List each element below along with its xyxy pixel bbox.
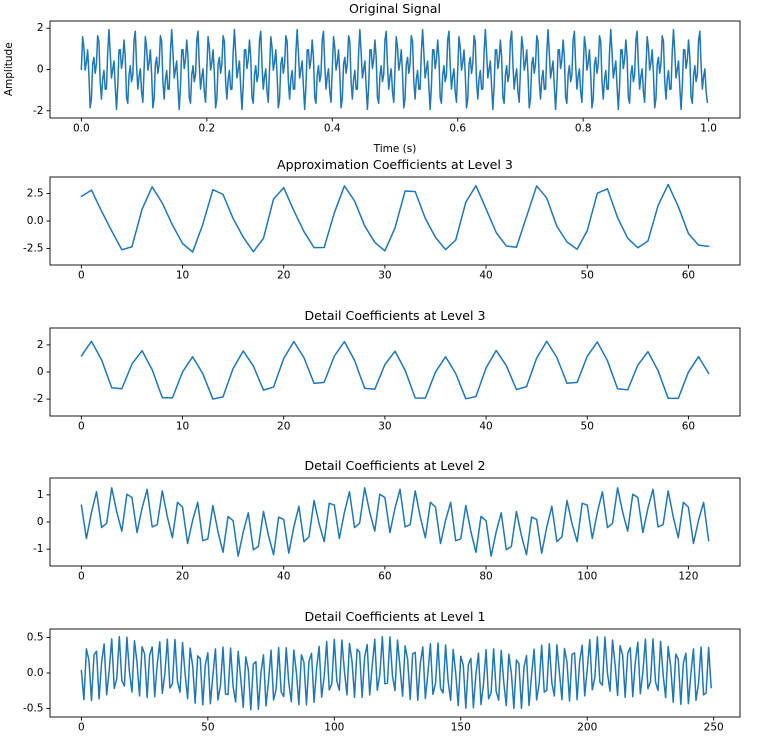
data-series-line <box>80 183 710 253</box>
data-series-line <box>80 28 709 111</box>
x-tick-label: 0 <box>78 571 85 583</box>
plot-area-detail-level-3: 0 10 20 30 40 50 60 -2 0 2 <box>33 327 741 433</box>
x-tick-label: 40 <box>277 571 290 583</box>
subplot-title: Detail Coefficients at Level 1 <box>304 609 486 624</box>
x-tick-label: 0 <box>78 722 85 734</box>
subplot-title: Detail Coefficients at Level 3 <box>304 308 486 323</box>
y-tick-label: 0.5 <box>27 632 44 644</box>
x-tick-label: 150 <box>451 722 471 734</box>
plot-area-detail-level-1: 0 50 100 150 200 250 -0.5 0.0 0.5 <box>23 628 741 734</box>
subplot-detail-level-2: Detail Coefficients at Level 2 0 20 40 60 80 1… <box>0 458 766 600</box>
axes-spines <box>49 477 741 567</box>
x-tick-label: 40 <box>479 421 492 433</box>
subplot-title: Detail Coefficients at Level 2 <box>304 458 486 473</box>
x-tick-label: 10 <box>176 421 189 433</box>
y-tick-label: 0.0 <box>27 215 44 227</box>
x-tick-label: 250 <box>704 722 724 734</box>
y-tick-label: 2 <box>37 22 44 34</box>
x-tick-label: 20 <box>176 571 189 583</box>
x-tick-label: 50 <box>581 270 594 282</box>
x-tick-label: 0 <box>78 421 85 433</box>
x-tick-label: 0.8 <box>575 123 592 135</box>
y-tick-label: 1 <box>37 489 44 501</box>
x-tick-label: 10 <box>176 270 189 282</box>
x-tick-label: 0.4 <box>324 123 341 135</box>
data-series-line <box>80 340 710 400</box>
x-tick-label: 30 <box>378 270 391 282</box>
x-tick-label: 20 <box>277 270 290 282</box>
y-tick-label: -2 <box>33 105 43 117</box>
x-tick-label: 0.0 <box>73 123 90 135</box>
subplot-detail-level-1: Detail Coefficients at Level 1 0 50 100 150 2… <box>0 609 766 751</box>
y-tick-label: 0 <box>37 64 44 76</box>
x-tick-label: 40 <box>479 270 492 282</box>
subplot-title: Approximation Coefficients at Level 3 <box>277 157 513 172</box>
x-axis-label: Time (s) <box>373 143 417 155</box>
y-tick-label: -2 <box>33 393 43 405</box>
subplot-approximation-level-3: Approximation Coefficients at Level 3 0 10… <box>0 157 766 299</box>
y-tick-label: 2.5 <box>27 188 44 200</box>
plot-area-detail-level-2: 0 20 40 60 80 100 120 -1 0 1 <box>33 477 741 583</box>
x-tick-label: 200 <box>577 722 597 734</box>
data-series-line <box>80 487 710 557</box>
x-tick-label: 100 <box>324 722 344 734</box>
x-tick-label: 60 <box>682 421 695 433</box>
y-tick-label: -1 <box>33 543 43 555</box>
x-tick-label: 120 <box>678 571 698 583</box>
x-tick-label: 1.0 <box>700 123 717 135</box>
x-tick-label: 60 <box>378 571 391 583</box>
x-tick-label: 30 <box>378 421 391 433</box>
x-tick-label: 50 <box>581 421 594 433</box>
x-tick-label: 60 <box>682 270 695 282</box>
subplot-original-signal: Original Signal 0.0 0.2 0.4 0.6 0.8 1.0 -2 0 2 Tim… <box>0 1 766 155</box>
subplot-title: Original Signal <box>349 1 441 16</box>
data-series-line <box>80 635 712 711</box>
x-tick-label: 0.2 <box>198 123 215 135</box>
y-tick-label: 0 <box>37 516 44 528</box>
x-tick-label: 20 <box>277 421 290 433</box>
y-tick-label: -2.5 <box>23 243 44 255</box>
plot-area-approximation-level-3: 0 10 20 30 40 50 60 -2.5 0.0 2.5 <box>23 176 741 282</box>
subplot-detail-level-3: Detail Coefficients at Level 3 0 10 20 30 40 5… <box>0 308 766 450</box>
x-tick-label: 0 <box>78 270 85 282</box>
y-tick-label: 2 <box>37 339 44 351</box>
y-axis-label: Amplitude <box>2 41 15 96</box>
x-tick-label: 80 <box>479 571 492 583</box>
x-tick-label: 100 <box>577 571 597 583</box>
x-tick-label: 0.6 <box>449 123 466 135</box>
x-tick-label: 50 <box>201 722 214 734</box>
y-tick-label: -0.5 <box>23 702 44 714</box>
y-tick-label: 0.0 <box>27 667 44 679</box>
plot-area-original-signal: 0.0 0.2 0.4 0.6 0.8 1.0 -2 0 2 <box>33 20 741 135</box>
y-tick-label: 0 <box>37 366 44 378</box>
